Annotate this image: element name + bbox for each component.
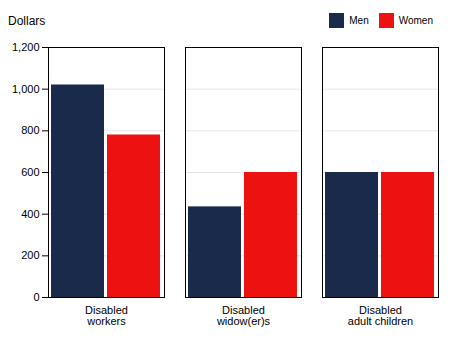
svg-text:0: 0	[33, 291, 39, 303]
svg-text:Disabledadult children: Disabledadult children	[348, 304, 413, 327]
svg-text:800: 800	[21, 124, 39, 136]
svg-text:1,000: 1,000	[12, 83, 40, 95]
svg-text:400: 400	[21, 208, 39, 220]
html-text:Men: Men	[349, 15, 369, 26]
svg-text:200: 200	[21, 249, 39, 261]
svg-text:Disabledworkers: Disabledworkers	[85, 304, 128, 327]
svg-text:Disabledwidow(er)s: Disabledwidow(er)s	[216, 304, 271, 327]
html-text:Dollars: Dollars	[8, 13, 46, 28]
html-text:Women: Women	[398, 15, 433, 26]
svg-text:1,200: 1,200	[12, 41, 40, 53]
svg-text:600: 600	[21, 166, 39, 178]
